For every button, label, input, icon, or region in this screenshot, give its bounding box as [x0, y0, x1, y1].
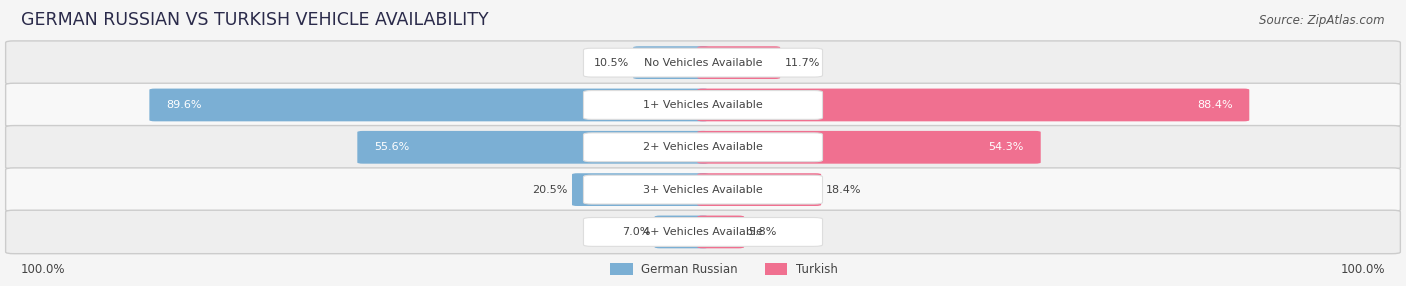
Text: 3+ Vehicles Available: 3+ Vehicles Available — [643, 185, 763, 194]
FancyBboxPatch shape — [697, 216, 744, 248]
FancyBboxPatch shape — [633, 46, 709, 79]
FancyBboxPatch shape — [357, 131, 709, 164]
Text: 1+ Vehicles Available: 1+ Vehicles Available — [643, 100, 763, 110]
Text: 100.0%: 100.0% — [21, 263, 66, 276]
Text: 55.6%: 55.6% — [374, 142, 409, 152]
Text: 10.5%: 10.5% — [593, 58, 628, 67]
Text: 54.3%: 54.3% — [988, 142, 1024, 152]
Text: 88.4%: 88.4% — [1197, 100, 1233, 110]
Text: 7.0%: 7.0% — [621, 227, 651, 237]
FancyBboxPatch shape — [149, 89, 709, 121]
FancyBboxPatch shape — [6, 83, 1400, 127]
Text: 89.6%: 89.6% — [166, 100, 201, 110]
FancyBboxPatch shape — [697, 46, 780, 79]
FancyBboxPatch shape — [583, 218, 823, 246]
FancyBboxPatch shape — [583, 91, 823, 119]
FancyBboxPatch shape — [6, 168, 1400, 211]
Text: 2+ Vehicles Available: 2+ Vehicles Available — [643, 142, 763, 152]
Text: German Russian: German Russian — [641, 263, 738, 276]
Text: GERMAN RUSSIAN VS TURKISH VEHICLE AVAILABILITY: GERMAN RUSSIAN VS TURKISH VEHICLE AVAILA… — [21, 11, 489, 29]
FancyBboxPatch shape — [583, 175, 823, 204]
FancyBboxPatch shape — [655, 216, 709, 248]
FancyBboxPatch shape — [6, 126, 1400, 169]
Text: 5.8%: 5.8% — [748, 227, 776, 237]
FancyBboxPatch shape — [697, 89, 1250, 121]
FancyBboxPatch shape — [765, 263, 787, 275]
FancyBboxPatch shape — [697, 173, 821, 206]
FancyBboxPatch shape — [583, 48, 823, 77]
FancyBboxPatch shape — [697, 131, 1040, 164]
Text: 100.0%: 100.0% — [1340, 263, 1385, 276]
Text: No Vehicles Available: No Vehicles Available — [644, 58, 762, 67]
FancyBboxPatch shape — [6, 210, 1400, 254]
Text: 11.7%: 11.7% — [785, 58, 820, 67]
FancyBboxPatch shape — [6, 41, 1400, 84]
FancyBboxPatch shape — [610, 263, 633, 275]
Text: Turkish: Turkish — [796, 263, 838, 276]
Text: 20.5%: 20.5% — [533, 185, 568, 194]
Text: 4+ Vehicles Available: 4+ Vehicles Available — [643, 227, 763, 237]
Text: 18.4%: 18.4% — [825, 185, 860, 194]
FancyBboxPatch shape — [583, 133, 823, 162]
FancyBboxPatch shape — [572, 173, 709, 206]
Text: Source: ZipAtlas.com: Source: ZipAtlas.com — [1260, 13, 1385, 27]
